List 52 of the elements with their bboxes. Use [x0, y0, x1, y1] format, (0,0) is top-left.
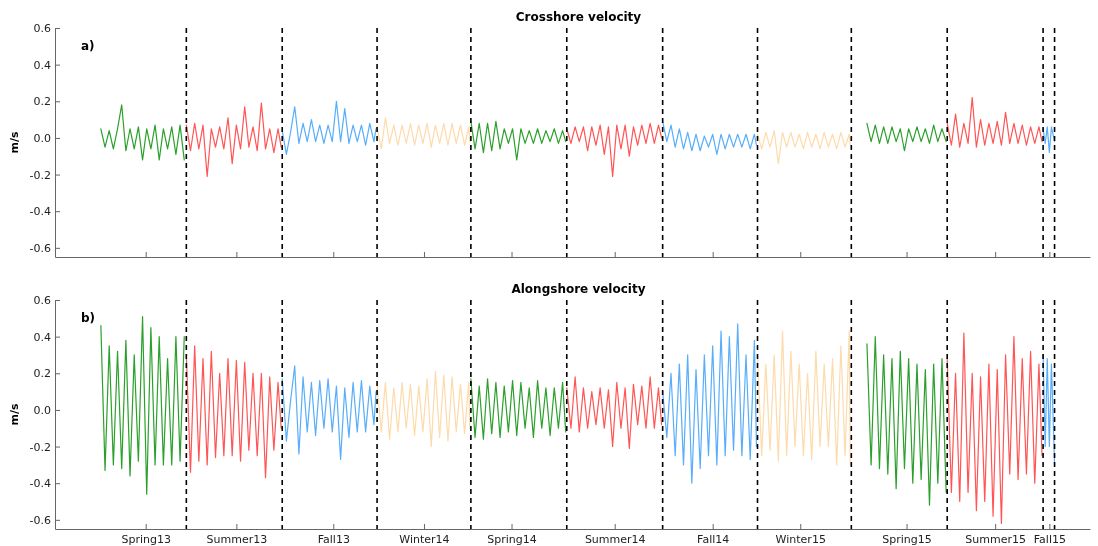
- chart-title: Alongshore velocity: [511, 282, 646, 296]
- line-series: [281, 365, 377, 460]
- line-series: [470, 378, 567, 440]
- y-tick-label: 0.0: [33, 131, 51, 145]
- line-series: [376, 370, 471, 448]
- line-series: [756, 330, 851, 466]
- line-series: [566, 376, 663, 449]
- line-series: [376, 117, 471, 150]
- line-series: [100, 104, 185, 161]
- x-tick-label: Summer13: [206, 532, 268, 546]
- line-series: [470, 120, 567, 161]
- y-tick-label: 0.4: [33, 330, 51, 344]
- x-tick-label: Winter14: [399, 532, 450, 546]
- y-tick-label: -0.6: [29, 241, 51, 255]
- y-axis-title: m/s: [8, 403, 21, 426]
- x-tick-label: Fall15: [1033, 532, 1066, 546]
- x-tick-label: Winter15: [775, 532, 826, 546]
- line-series: [281, 100, 377, 156]
- y-tick-label: 0.6: [33, 294, 51, 308]
- y-tick-label: 0.0: [33, 403, 51, 417]
- y-tick-label: 0.6: [33, 22, 51, 36]
- line-series: [946, 97, 1043, 148]
- line-series: [662, 323, 758, 484]
- y-tick-label: -0.2: [29, 168, 51, 182]
- x-tick-label: Spring14: [487, 532, 537, 546]
- x-tick-label: Fall13: [317, 532, 350, 546]
- line-series: [185, 102, 282, 177]
- y-axis-title: m/s: [8, 131, 21, 154]
- line-series: [566, 122, 663, 177]
- y-tick-label: -0.6: [29, 513, 51, 527]
- line-series: [662, 120, 758, 156]
- line-series: [100, 315, 185, 495]
- x-tick-label: Summer15: [965, 532, 1026, 546]
- line-series: [946, 332, 1043, 525]
- chart-title: Crosshore velocity: [515, 10, 642, 24]
- line-series: [866, 122, 947, 152]
- y-tick-label: -0.2: [29, 440, 51, 454]
- y-tick-label: 0.2: [33, 95, 51, 109]
- x-tick-label: Spring13: [121, 532, 171, 546]
- x-tick-label: Summer14: [584, 532, 646, 546]
- y-tick-label: -0.4: [29, 477, 51, 491]
- annotation: a): [81, 39, 95, 53]
- x-tick-label: Spring15: [882, 532, 932, 546]
- line-series: [1042, 126, 1056, 154]
- x-tick-label: Fall14: [697, 532, 730, 546]
- line-series: [185, 345, 282, 479]
- line-series: [756, 129, 851, 165]
- line-series: [866, 336, 947, 506]
- y-tick-label: 0.4: [33, 58, 51, 72]
- y-tick-label: 0.2: [33, 367, 51, 381]
- annotation: b): [81, 311, 96, 325]
- y-tick-label: -0.4: [29, 205, 51, 219]
